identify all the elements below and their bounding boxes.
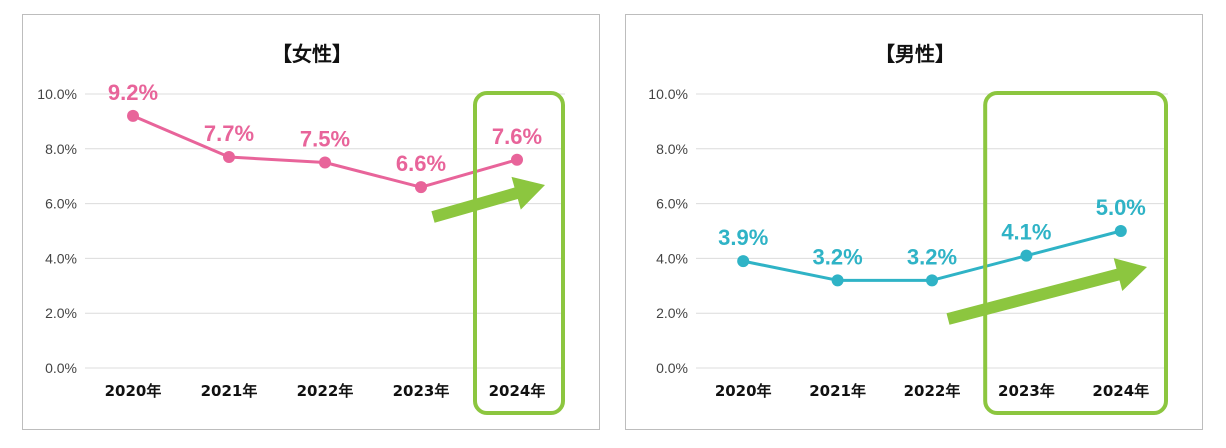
female-y-tick-label: 8.0% [45,141,77,157]
male-trend-arrow [946,258,1147,325]
male-data-label: 3.9% [718,225,768,250]
female-chart-title: 【女性】 [272,42,352,66]
male-data-point [831,274,844,287]
male-x-tick-label: 2022年 [904,382,961,400]
male-x-tick-label: 2020年 [715,382,772,400]
female-data-point [415,181,427,194]
male-chart-title: 【男性】 [875,42,955,66]
female-y-tick-label: 2.0% [45,305,77,321]
male-data-point [737,255,750,268]
male-y-tick-label: 2.0% [656,305,688,321]
female-data-point [127,109,139,122]
male-data-point [1114,225,1127,237]
male-data-label: 4.1% [1001,220,1051,245]
male-x-tick-label: 2021年 [809,382,866,400]
male-y-tick-label: 10.0% [648,86,688,102]
male-x-tick-label: 2024年 [1092,382,1149,400]
male-data-label: 3.2% [907,244,957,269]
male-y-tick-label: 0.0% [656,360,688,376]
female-y-tick-label: 0.0% [45,360,77,376]
male-data-label: 3.2% [813,244,863,269]
female-data-point [511,153,523,166]
female-chart-panel: 【女性】 0.0% 2.0% 4.0% 6.0% 8.0% 10.0% 2020年 2021年… [22,14,600,430]
female-x-tick-label: 2021年 [201,382,258,400]
male-data-point [1020,249,1033,262]
male-data-label: 5.0% [1096,195,1146,220]
female-line-chart: 【女性】 0.0% 2.0% 4.0% 6.0% 8.0% 10.0% 2020年 2021年… [37,42,565,415]
female-data-label: 7.6% [492,124,542,149]
male-data-point [926,274,938,287]
female-y-tick-label: 10.0% [37,86,77,102]
female-x-tick-label: 2024年 [489,382,546,400]
female-data-label: 7.7% [204,121,254,146]
female-y-tick-label: 6.0% [45,196,77,212]
male-y-tick-label: 4.0% [656,250,688,266]
female-trend-arrow [431,176,545,223]
female-x-tick-label: 2022年 [297,382,354,400]
male-chart-panel: 【男性】 0.0% 2.0% 4.0% 6.0% 8.0% 10.0% 2020年 2021年… [625,14,1203,430]
male-y-tick-label: 6.0% [656,196,688,212]
female-data-label: 9.2% [108,80,158,105]
female-data-point [223,151,235,164]
male-line-chart: 【男性】 0.0% 2.0% 4.0% 6.0% 8.0% 10.0% 2020年 2021年… [648,42,1169,415]
female-data-point [319,156,331,169]
female-data-label: 7.5% [300,127,350,152]
female-x-tick-label: 2020年 [105,382,162,400]
male-x-tick-label: 2023年 [998,382,1055,400]
female-y-tick-label: 4.0% [45,250,77,266]
female-x-tick-label: 2023年 [393,382,450,400]
male-highlight-box [983,91,1169,415]
male-y-tick-label: 8.0% [656,141,688,157]
female-data-label: 6.6% [396,151,446,176]
female-highlight-box [473,91,565,415]
